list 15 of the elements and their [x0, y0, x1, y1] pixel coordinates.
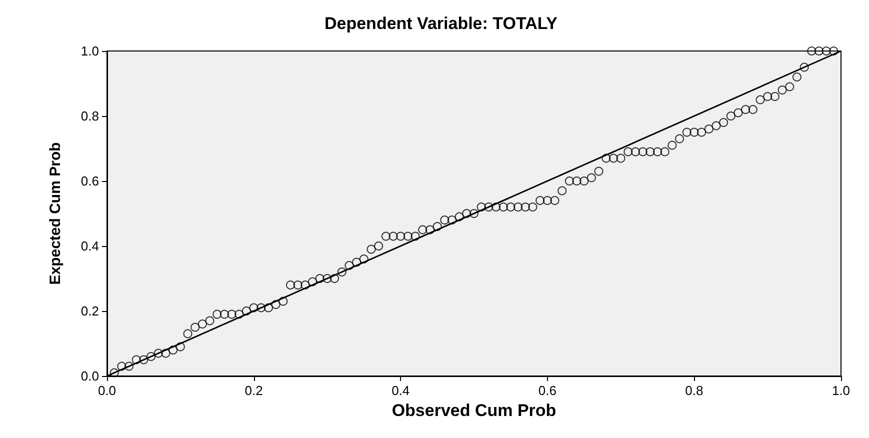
x-tick-label: 0.4 — [392, 383, 410, 398]
y-tick-label: 0.0 — [80, 368, 99, 384]
x-axis-title: Observed Cum Prob — [392, 401, 556, 420]
y-tick-label: 1.0 — [80, 44, 99, 58]
y-tick-label: 0.4 — [80, 238, 99, 254]
y-tick-label: 0.6 — [80, 174, 99, 188]
y-tick-label: 0.2 — [80, 304, 99, 318]
chart-title: Dependent Variable: TOTALY — [324, 14, 558, 33]
x-tick-label: 1.0 — [832, 383, 850, 398]
y-tick-label: 0.8 — [80, 108, 99, 124]
x-tick-label: 0.2 — [244, 383, 263, 398]
x-tick-label: 0.6 — [538, 383, 556, 398]
y-axis-title: Expected Cum Prob — [47, 142, 64, 285]
x-tick-label: 0.8 — [685, 383, 704, 398]
x-tick-label: 0.0 — [98, 383, 116, 398]
